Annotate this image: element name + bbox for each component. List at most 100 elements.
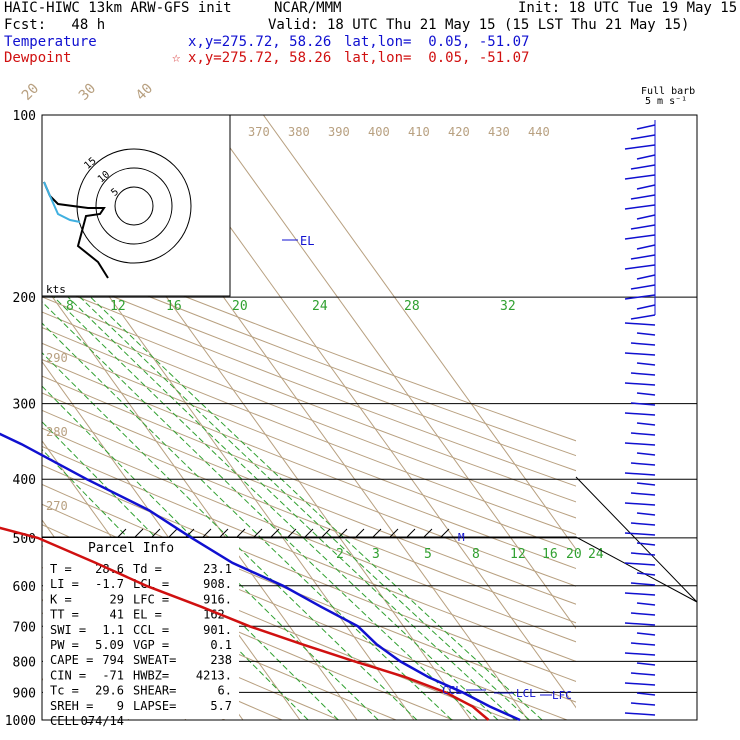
parcel-row-label: T = — [50, 562, 72, 576]
isotherm-line — [205, 115, 576, 630]
forecast-hour: Fcst: 48 h — [4, 17, 106, 33]
parcel-row-label: SHEAR= — [133, 684, 176, 698]
mixing-ratio-label: 12 — [110, 299, 126, 314]
parcel-row-label: VGP = — [133, 638, 169, 652]
wind-barb — [630, 642, 656, 646]
wind-barb — [636, 452, 656, 456]
parcel-hatch — [406, 528, 416, 538]
parcel-row-value: 29.6 — [95, 684, 124, 698]
parcel-row-value: 5.09 — [95, 638, 124, 652]
isotherm-label: 30 — [76, 81, 99, 104]
hodograph-ring — [95, 167, 173, 245]
dry-adiabat-line — [42, 267, 576, 472]
mixing-ratio-label: 24 — [588, 547, 604, 562]
pressure-tick-label: 300 — [13, 398, 36, 413]
theta-label: 290 — [46, 351, 68, 365]
wind-barb — [636, 362, 656, 366]
wind-barb — [630, 194, 656, 200]
parcel-row-label: CIN = — [50, 668, 86, 682]
pressure-tick-label: 700 — [13, 620, 36, 635]
dry-adiabat-line — [42, 342, 576, 552]
parcel-hatch — [338, 528, 348, 538]
parcel-row-label: EL = — [133, 608, 162, 622]
parcel-row-value: 074/14 — [81, 714, 124, 728]
plot-frame — [41, 114, 698, 721]
wind-barb — [636, 662, 656, 666]
pressure-tick-label: 400 — [13, 473, 36, 488]
mixing-ratio-label: 3 — [372, 547, 380, 562]
parcel-row-label: PW = — [50, 638, 79, 652]
pressure-tick-label: 200 — [13, 291, 36, 306]
wind-barb — [636, 184, 656, 190]
parcel-hatch — [440, 528, 450, 538]
wind-barb — [636, 392, 656, 396]
parcel-row-label: SWEAT= — [133, 653, 176, 667]
hodograph-ring-label: 5 — [109, 186, 121, 198]
parcel-row-value: 6. — [218, 684, 232, 698]
mixing-ratio-label: 20 — [232, 299, 248, 314]
mixing-ratio-label: 16 — [166, 299, 182, 314]
parcel-hatch — [355, 528, 365, 538]
theta-label: 410 — [408, 125, 430, 139]
wind-barb — [636, 632, 656, 636]
dry-adiabat-line — [42, 566, 397, 720]
mixing-ratio-label: 16 — [542, 547, 558, 562]
wind-barb — [630, 552, 656, 556]
parcel-row-value: 9 — [117, 699, 124, 713]
parcel-hatch — [168, 528, 178, 538]
parcel-hatch — [253, 528, 263, 538]
wind-barb — [624, 144, 656, 150]
parcel-row-value: 41 — [110, 608, 124, 622]
ccl-label: CCL — [442, 684, 462, 697]
dewpoint-legend: Dewpoint — [4, 50, 72, 66]
temperature-legend: Temperature — [4, 34, 97, 50]
wind-barb — [636, 512, 656, 516]
parcel-row-label: Tc = — [50, 684, 79, 698]
parcel-hatch — [304, 528, 314, 538]
parcel-hatch — [202, 528, 212, 538]
wind-barb — [636, 244, 656, 250]
parcel-hatch — [151, 528, 161, 538]
wind-barb — [624, 294, 656, 300]
theta-label: 270 — [46, 499, 68, 513]
wind-barb — [636, 422, 656, 426]
barb-units: 5 m s⁻¹ — [645, 96, 687, 107]
wind-barbs — [624, 120, 656, 716]
parcel-row-label: SREH = — [50, 699, 93, 713]
wind-barb — [630, 164, 656, 170]
wind-barb — [636, 332, 656, 336]
parcel-row-value: 29 — [110, 592, 124, 606]
parcel-row-value: 901. — [203, 623, 232, 637]
parcel-row-value: 23.1 — [203, 562, 232, 576]
mixing-ratio-label: 5 — [424, 547, 432, 562]
dewpoint-xy: x,y=275.72, 58.26 — [188, 50, 332, 66]
dry-adiabat-line — [42, 252, 576, 457]
dewpoint-latlon: lat,lon= 0.05, -51.07 — [344, 50, 530, 66]
wind-barb — [636, 572, 656, 576]
dry-adiabat-line — [42, 359, 576, 570]
wind-barb — [624, 712, 656, 716]
theta-label: 420 — [448, 125, 470, 139]
wind-barb — [636, 602, 656, 606]
wind-barb — [630, 612, 656, 616]
barb-legend: Full barb 5 m s⁻¹ — [641, 86, 695, 107]
dry-adiabat-line — [42, 392, 576, 605]
parcel-row-label: K = — [50, 592, 72, 606]
dry-adiabat-line — [42, 464, 576, 682]
parcel-row-value: 916. — [203, 592, 232, 606]
wind-barb — [636, 124, 656, 130]
wind-barb — [624, 652, 656, 656]
lcl-label: LCL — [516, 687, 536, 700]
parcel-row-label: Td = — [133, 562, 162, 576]
theta-label: 440 — [528, 125, 550, 139]
parcel-hatch — [236, 528, 246, 538]
parcel-box-bg — [43, 538, 239, 719]
wind-barb — [624, 592, 656, 596]
mixing-ratio-label: 2 — [336, 547, 344, 562]
parcel-hatch — [117, 528, 127, 538]
wind-barb — [630, 672, 656, 676]
mixing-ratio-label: 8 — [472, 547, 480, 562]
